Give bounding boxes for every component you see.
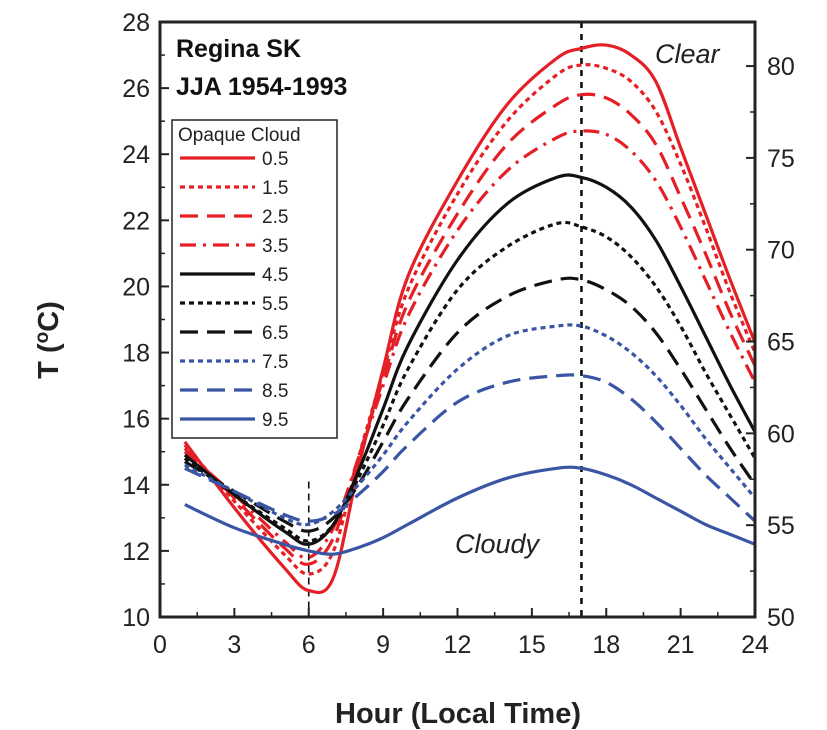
annotation-layer [307, 22, 583, 617]
y-tick-label: 26 [122, 75, 150, 103]
chart-title-line-1: Regina SK [176, 35, 301, 63]
x-tick-label: 0 [153, 631, 167, 659]
series-line-cloud-9-5 [184, 465, 756, 556]
series-line-cloud-3-5 [183, 129, 757, 560]
legend: Opaque Cloud 0.5 1.5 2.5 3.5 4.5 5.5 6.5 7.5 8.5… [171, 119, 338, 439]
y-tick-label: 24 [122, 141, 150, 169]
legend-label: 1.5 [262, 178, 288, 199]
x-axis-title: Hour (Local Time) [335, 698, 581, 730]
y2-tick-label: 60 [767, 420, 795, 448]
legend-label: 2.5 [262, 207, 288, 228]
y-axis-title-end: C) [33, 301, 65, 332]
series-line-cloud-5-5 [183, 220, 757, 543]
y2-tick-label: 55 [767, 512, 795, 540]
legend-label: 9.5 [262, 410, 288, 431]
legend-label: 0.5 [262, 149, 288, 170]
series-line-cloud-8-5 [184, 373, 757, 523]
y2-tick-label: 80 [767, 53, 795, 81]
annotation-clear: Clear [655, 39, 721, 69]
legend-box [171, 119, 338, 439]
legend-label: 4.5 [262, 265, 288, 286]
legend-label: 5.5 [262, 294, 288, 315]
series-layer [183, 43, 757, 595]
y2-tick-label: 75 [767, 145, 795, 173]
y2-tick-label: 70 [767, 237, 795, 265]
legend-label: 8.5 [262, 381, 288, 402]
y-axis-title-superscript: o [32, 332, 53, 344]
y-tick-label: 20 [122, 273, 150, 301]
x-tick-label: 12 [444, 631, 472, 659]
y2-tick-label: 65 [767, 329, 795, 357]
x-tick-label: 15 [518, 631, 546, 659]
x-tick-label: 18 [592, 631, 620, 659]
x-tick-label: 9 [376, 631, 390, 659]
y-axis-title: T (oC) [32, 301, 65, 379]
annotation-cloudy: Cloudy [455, 529, 541, 559]
legend-items: 0.5 1.5 2.5 3.5 4.5 5.5 6.5 7.5 8.5 9.5 [180, 149, 288, 431]
legend-label: 3.5 [262, 236, 288, 257]
chart-title-line-2: JJA 1954-1993 [176, 73, 347, 101]
y2-tick-label: 50 [767, 604, 795, 632]
series-line-cloud-0-5 [183, 43, 757, 595]
y-tick-label: 10 [122, 604, 150, 632]
series-line-cloud-6-5 [183, 276, 757, 533]
x-tick-label: 6 [302, 631, 316, 659]
series-line-cloud-1-5 [183, 63, 757, 576]
legend-label: 7.5 [262, 352, 288, 373]
y-tick-label: 22 [122, 207, 150, 235]
legend-label: 6.5 [262, 323, 288, 344]
x-tick-label: 3 [227, 631, 241, 659]
series-line-cloud-2-5 [183, 92, 757, 566]
y-tick-label: 18 [122, 340, 150, 368]
x-tick-label: 24 [741, 631, 769, 659]
series-line-cloud-4-5 [183, 173, 757, 546]
axes: 0 3 6 9 12 15 18 21 24 10 12 14 16 18 20 22 24 26 28 50 55 60… [122, 9, 795, 659]
y-tick-label: 28 [122, 9, 150, 37]
x-tick-label: 21 [667, 631, 695, 659]
y-tick-label: 16 [122, 406, 150, 434]
y-axis-title-main: T ( [33, 343, 65, 379]
series-line-cloud-7-5 [184, 323, 757, 527]
y-tick-label: 14 [122, 472, 150, 500]
y-tick-label: 12 [122, 538, 150, 566]
legend-title: Opaque Cloud [178, 125, 301, 146]
